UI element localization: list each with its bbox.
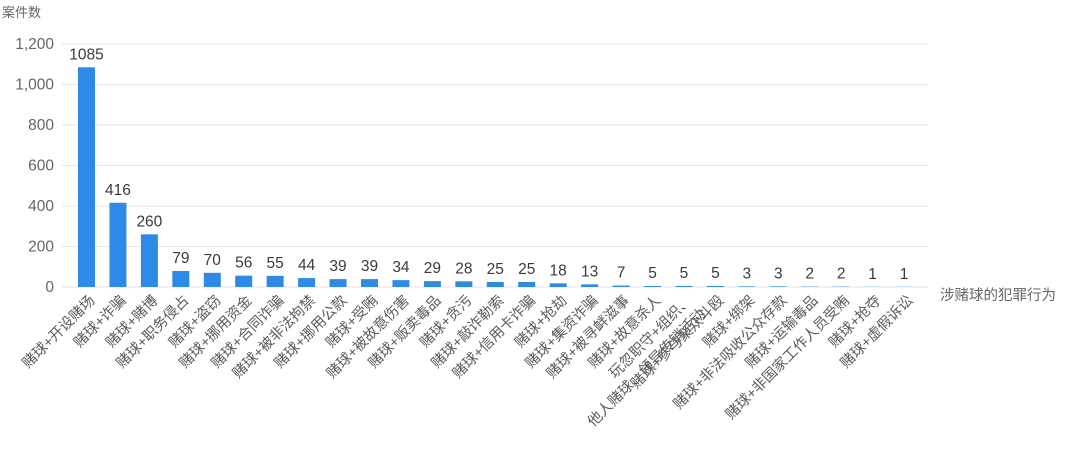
svg-text:3: 3	[743, 265, 752, 282]
svg-text:800: 800	[28, 117, 54, 134]
svg-text:1,200: 1,200	[15, 36, 54, 53]
svg-text:案件数: 案件数	[2, 5, 41, 20]
svg-text:200: 200	[28, 239, 54, 256]
svg-text:5: 5	[648, 265, 657, 282]
svg-text:1: 1	[900, 266, 909, 283]
svg-text:1085: 1085	[69, 46, 103, 63]
svg-text:2: 2	[805, 266, 814, 283]
svg-text:39: 39	[329, 258, 346, 275]
svg-text:44: 44	[298, 257, 316, 274]
svg-text:0: 0	[45, 279, 54, 296]
svg-text:5: 5	[711, 265, 720, 282]
svg-text:260: 260	[136, 213, 162, 230]
svg-text:56: 56	[235, 255, 252, 272]
svg-text:2: 2	[837, 266, 846, 283]
svg-text:1: 1	[868, 266, 877, 283]
svg-text:13: 13	[581, 263, 598, 280]
svg-text:7: 7	[617, 265, 626, 282]
svg-text:25: 25	[487, 261, 504, 278]
svg-text:55: 55	[267, 255, 284, 272]
svg-text:70: 70	[204, 252, 222, 269]
svg-text:25: 25	[518, 261, 535, 278]
svg-text:3: 3	[774, 265, 783, 282]
svg-text:79: 79	[172, 250, 189, 267]
svg-text:涉赌球的犯罪行为: 涉赌球的犯罪行为	[940, 287, 1056, 304]
svg-text:28: 28	[455, 260, 472, 277]
svg-text:34: 34	[392, 259, 410, 276]
svg-text:416: 416	[105, 182, 131, 199]
svg-text:29: 29	[424, 260, 441, 277]
svg-text:400: 400	[28, 198, 54, 215]
svg-text:5: 5	[680, 265, 689, 282]
svg-text:1,000: 1,000	[15, 77, 54, 94]
svg-text:39: 39	[361, 258, 378, 275]
svg-text:18: 18	[550, 262, 567, 279]
svg-text:600: 600	[28, 158, 54, 175]
